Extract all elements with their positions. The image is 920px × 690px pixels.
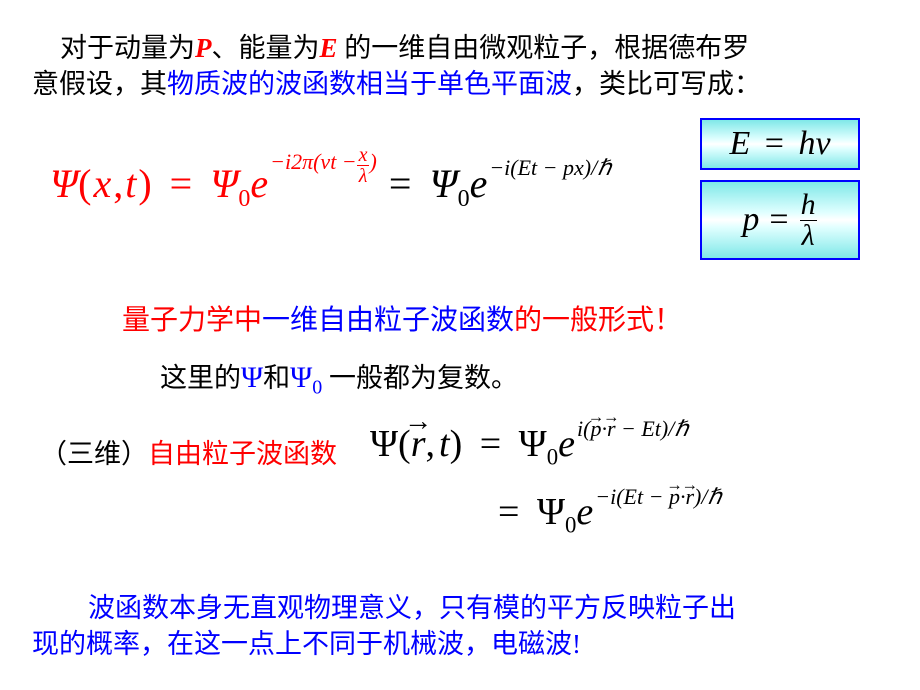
equals: = [170,161,193,206]
main-equation: Ψ(x,t) = Ψ0e−i2π(νt −xλ) = Ψ0e−i(Et − px… [50,160,609,213]
exp2: −i(Et − p·r)/ℏ [595,484,721,509]
label-3d: （三维）自由粒子波函数 [40,432,337,471]
and: 和 [263,363,290,393]
rparen: ) [138,161,151,206]
frac-h-lambda: h λ [799,190,818,251]
text: （三维） [40,439,148,469]
sub0: 0 [565,513,576,538]
psi: Ψ [241,361,263,394]
equals2: = [389,161,412,206]
var-E: E [320,33,338,63]
statement-complex: 这里的Ψ和Ψ0 一般都为复数。 [160,356,518,399]
e2: e [470,161,488,206]
sub0: 0 [547,445,558,470]
e: e [576,491,593,533]
text-red2: 的一般形式！ [514,305,682,336]
equation-3d-line2: = Ψ0e−i(Et − p·r)/ℏ [490,490,719,539]
psi: Ψ [50,161,78,206]
h: h [798,125,815,162]
para-last-line2: 现的概率，在这一点上不同于机械波，电磁波! [32,622,581,661]
frac-x-lambda: xλ [357,145,370,186]
nu: ν [815,125,830,162]
text-red: 量子力学中 [122,305,262,336]
text: 意假设，其 [32,69,167,99]
eq: = [480,423,501,465]
text: 这里的 [160,363,241,393]
sub0: 0 [238,186,250,212]
lparen: ( [78,161,91,206]
comma: , [113,161,123,206]
equation-3d-line1: Ψ(r,t) = Ψ0ei(p·r − Et)/ℏ [370,422,686,471]
e: e [558,423,575,465]
text-blue: 物质波的波函数相当于单色平面波 [167,69,572,99]
text: 对于动量为 [60,33,195,63]
exponent2: −i(Et − px)/ℏ [489,155,611,180]
var-P: P [195,33,212,63]
formula-box-energy: E = hν [700,118,860,170]
formula-box-momentum: p = h λ [700,180,860,260]
e: e [250,161,268,206]
exp1: i(p·r − Et)/ℏ [577,416,688,441]
sub0: 0 [312,376,322,398]
psi0: Ψ [537,491,565,533]
formula-p-hlambda: p = h λ [742,190,817,251]
sub0b: 0 [458,186,470,212]
text-blue: 一维自由粒子波函数 [262,305,514,336]
psi: Ψ [370,423,398,465]
eq: = [769,201,788,239]
rp: ) [450,423,463,465]
text2: 一般都为复数。 [322,363,518,393]
para1-line1: 对于动量为P、能量为E 的一维自由微观粒子，根据德布罗 [60,26,749,65]
text: ，类比可写成： [572,69,761,99]
E: E [729,125,750,162]
x: x [93,161,111,206]
exponent1: −i2π(νt −xλ) [270,149,377,174]
eq: = [498,491,519,533]
psi0: Ψ [519,423,547,465]
formula-E-hv: E = hν [729,125,830,163]
text-red: 自由粒子波函数 [148,439,337,469]
psi0: Ψ [210,161,238,206]
psi0: Ψ [290,361,312,394]
r-vec: r [411,422,426,466]
para1-line2: 意假设，其物质波的波函数相当于单色平面波，类比可写成： [32,62,761,101]
statement-1d: 量子力学中一维自由粒子波函数的一般形式！ [122,298,682,338]
para-last-line1: 波函数本身无直观物理意义，只有模的平方反映粒子出 [88,586,736,625]
text: 的一维自由微观粒子，根据德布罗 [338,33,750,63]
text: 、能量为 [212,33,320,63]
eq: = [765,125,784,162]
p: p [742,201,759,239]
t: t [125,161,136,206]
psi0b: Ψ [429,161,457,206]
t: t [439,423,450,465]
